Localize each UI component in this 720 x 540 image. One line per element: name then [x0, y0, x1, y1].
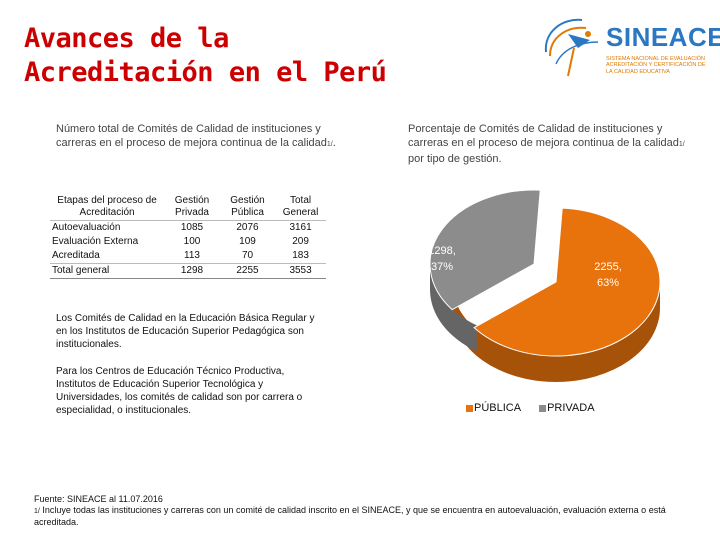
pie-data-label-pública: 2255, 63%: [594, 261, 622, 289]
table-cell: 1298: [164, 263, 220, 279]
table-cell: Evaluación Externa: [52, 236, 139, 247]
pie-slice-privada: [429, 189, 541, 311]
table-cell: Autoevaluación: [52, 222, 121, 233]
table-cell: 2076: [236, 222, 259, 233]
pie-slice-side-pública: [452, 282, 660, 382]
table-cell: 1085: [180, 222, 204, 233]
table-cell: 3553: [275, 263, 326, 279]
table-cell: 70: [241, 250, 254, 261]
table-cell: 113: [184, 250, 200, 261]
table-header-cell: Gestión Privada: [164, 194, 220, 221]
table-cell: 100: [183, 236, 201, 247]
footer-note: 1/ Incluye todas las instituciones y car…: [34, 505, 684, 528]
table-caption-tail: .: [332, 137, 336, 149]
table-header-row: Etapas del proceso de Acreditación Gesti…: [50, 194, 326, 221]
table-row: Acreditada 113 70 183: [50, 249, 326, 264]
chart-caption: Porcentaje de Comités de Calidad de inst…: [408, 122, 698, 166]
pie-slice-pública: [473, 207, 661, 357]
note-paragraph-2: Para los Centros de Educación Técnico Pr…: [56, 366, 303, 416]
footer-note-mark: 1/: [34, 508, 40, 515]
table-header-cell: Gestión Pública: [219, 194, 276, 221]
table-cell: 183: [292, 250, 309, 261]
table-cell: 2255: [219, 263, 276, 279]
table-header-cell: Etapas del proceso de Acreditación: [50, 194, 165, 221]
legend-label-publica: PÚBLICA: [474, 402, 522, 414]
table-caption-text: Número total de Comités de Calidad de in…: [56, 123, 327, 149]
pie-data-label-privada: 1298, 37%: [428, 245, 456, 273]
table-caption: Número total de Comités de Calidad de in…: [56, 122, 336, 152]
chart-caption-text: Porcentaje de Comités de Calidad de inst…: [408, 123, 679, 149]
footer: Fuente: SINEACE al 11.07.2016 1/ Incluye…: [34, 494, 684, 528]
table-caption-note-mark: 1/: [326, 141, 333, 148]
footer-note-text: Incluye todas las instituciones y carrer…: [34, 505, 666, 527]
chart-caption-note-mark: 1/: [678, 141, 685, 148]
footer-source: Fuente: SINEACE al 11.07.2016: [34, 494, 163, 504]
title-line-1: Avances de la: [24, 23, 229, 54]
sineace-logo: SINEACE SISTEMA NACIONAL DE EVALUACIÓN A…: [538, 12, 720, 92]
legend-swatch-publica: [466, 404, 473, 412]
chart-caption-tail: por tipo de gestión.: [408, 153, 502, 165]
logo-wordmark: SINEACE: [606, 22, 720, 52]
pie-chart: 2255, 63% 1298, 37%: [428, 189, 661, 382]
chart-legend: PÚBLICA PRIVADA: [466, 402, 595, 414]
legend-item-publica: PÚBLICA: [466, 402, 521, 414]
table-cell: Acreditada: [52, 250, 100, 261]
pie-slice-side-privada: [430, 264, 477, 352]
legend-item-privada: PRIVADA: [539, 402, 595, 414]
page-title: Avances de la Acreditación en el Perú: [24, 22, 387, 90]
table-total-row: Total general 1298 2255 3553: [50, 263, 326, 279]
table-cell: 3161: [289, 222, 312, 233]
logo-tagline: SISTEMA NACIONAL DE EVALUACIÓN ACREDITAC…: [606, 56, 706, 75]
table-header-cell: Total General: [275, 194, 326, 221]
table-cell: Total general: [50, 263, 165, 279]
table-row: Autoevaluación 1085 2076 3161: [50, 221, 326, 236]
table-cell: 209: [292, 236, 309, 247]
table-cell: 109: [239, 236, 256, 247]
notes-box: Los Comités de Calidad en la Educación B…: [56, 312, 318, 431]
legend-swatch-privada: [539, 404, 547, 412]
note-paragraph-1: Los Comités de Calidad en la Educación B…: [56, 313, 315, 350]
title-line-2: Acreditación en el Perú: [24, 57, 387, 88]
logo-emblem-icon: [544, 18, 599, 77]
committees-table: Etapas del proceso de Acreditación Gesti…: [50, 194, 326, 279]
legend-label-privada: PRIVADA: [547, 402, 595, 414]
table-row: Evaluación Externa 100 109 209: [50, 235, 326, 249]
